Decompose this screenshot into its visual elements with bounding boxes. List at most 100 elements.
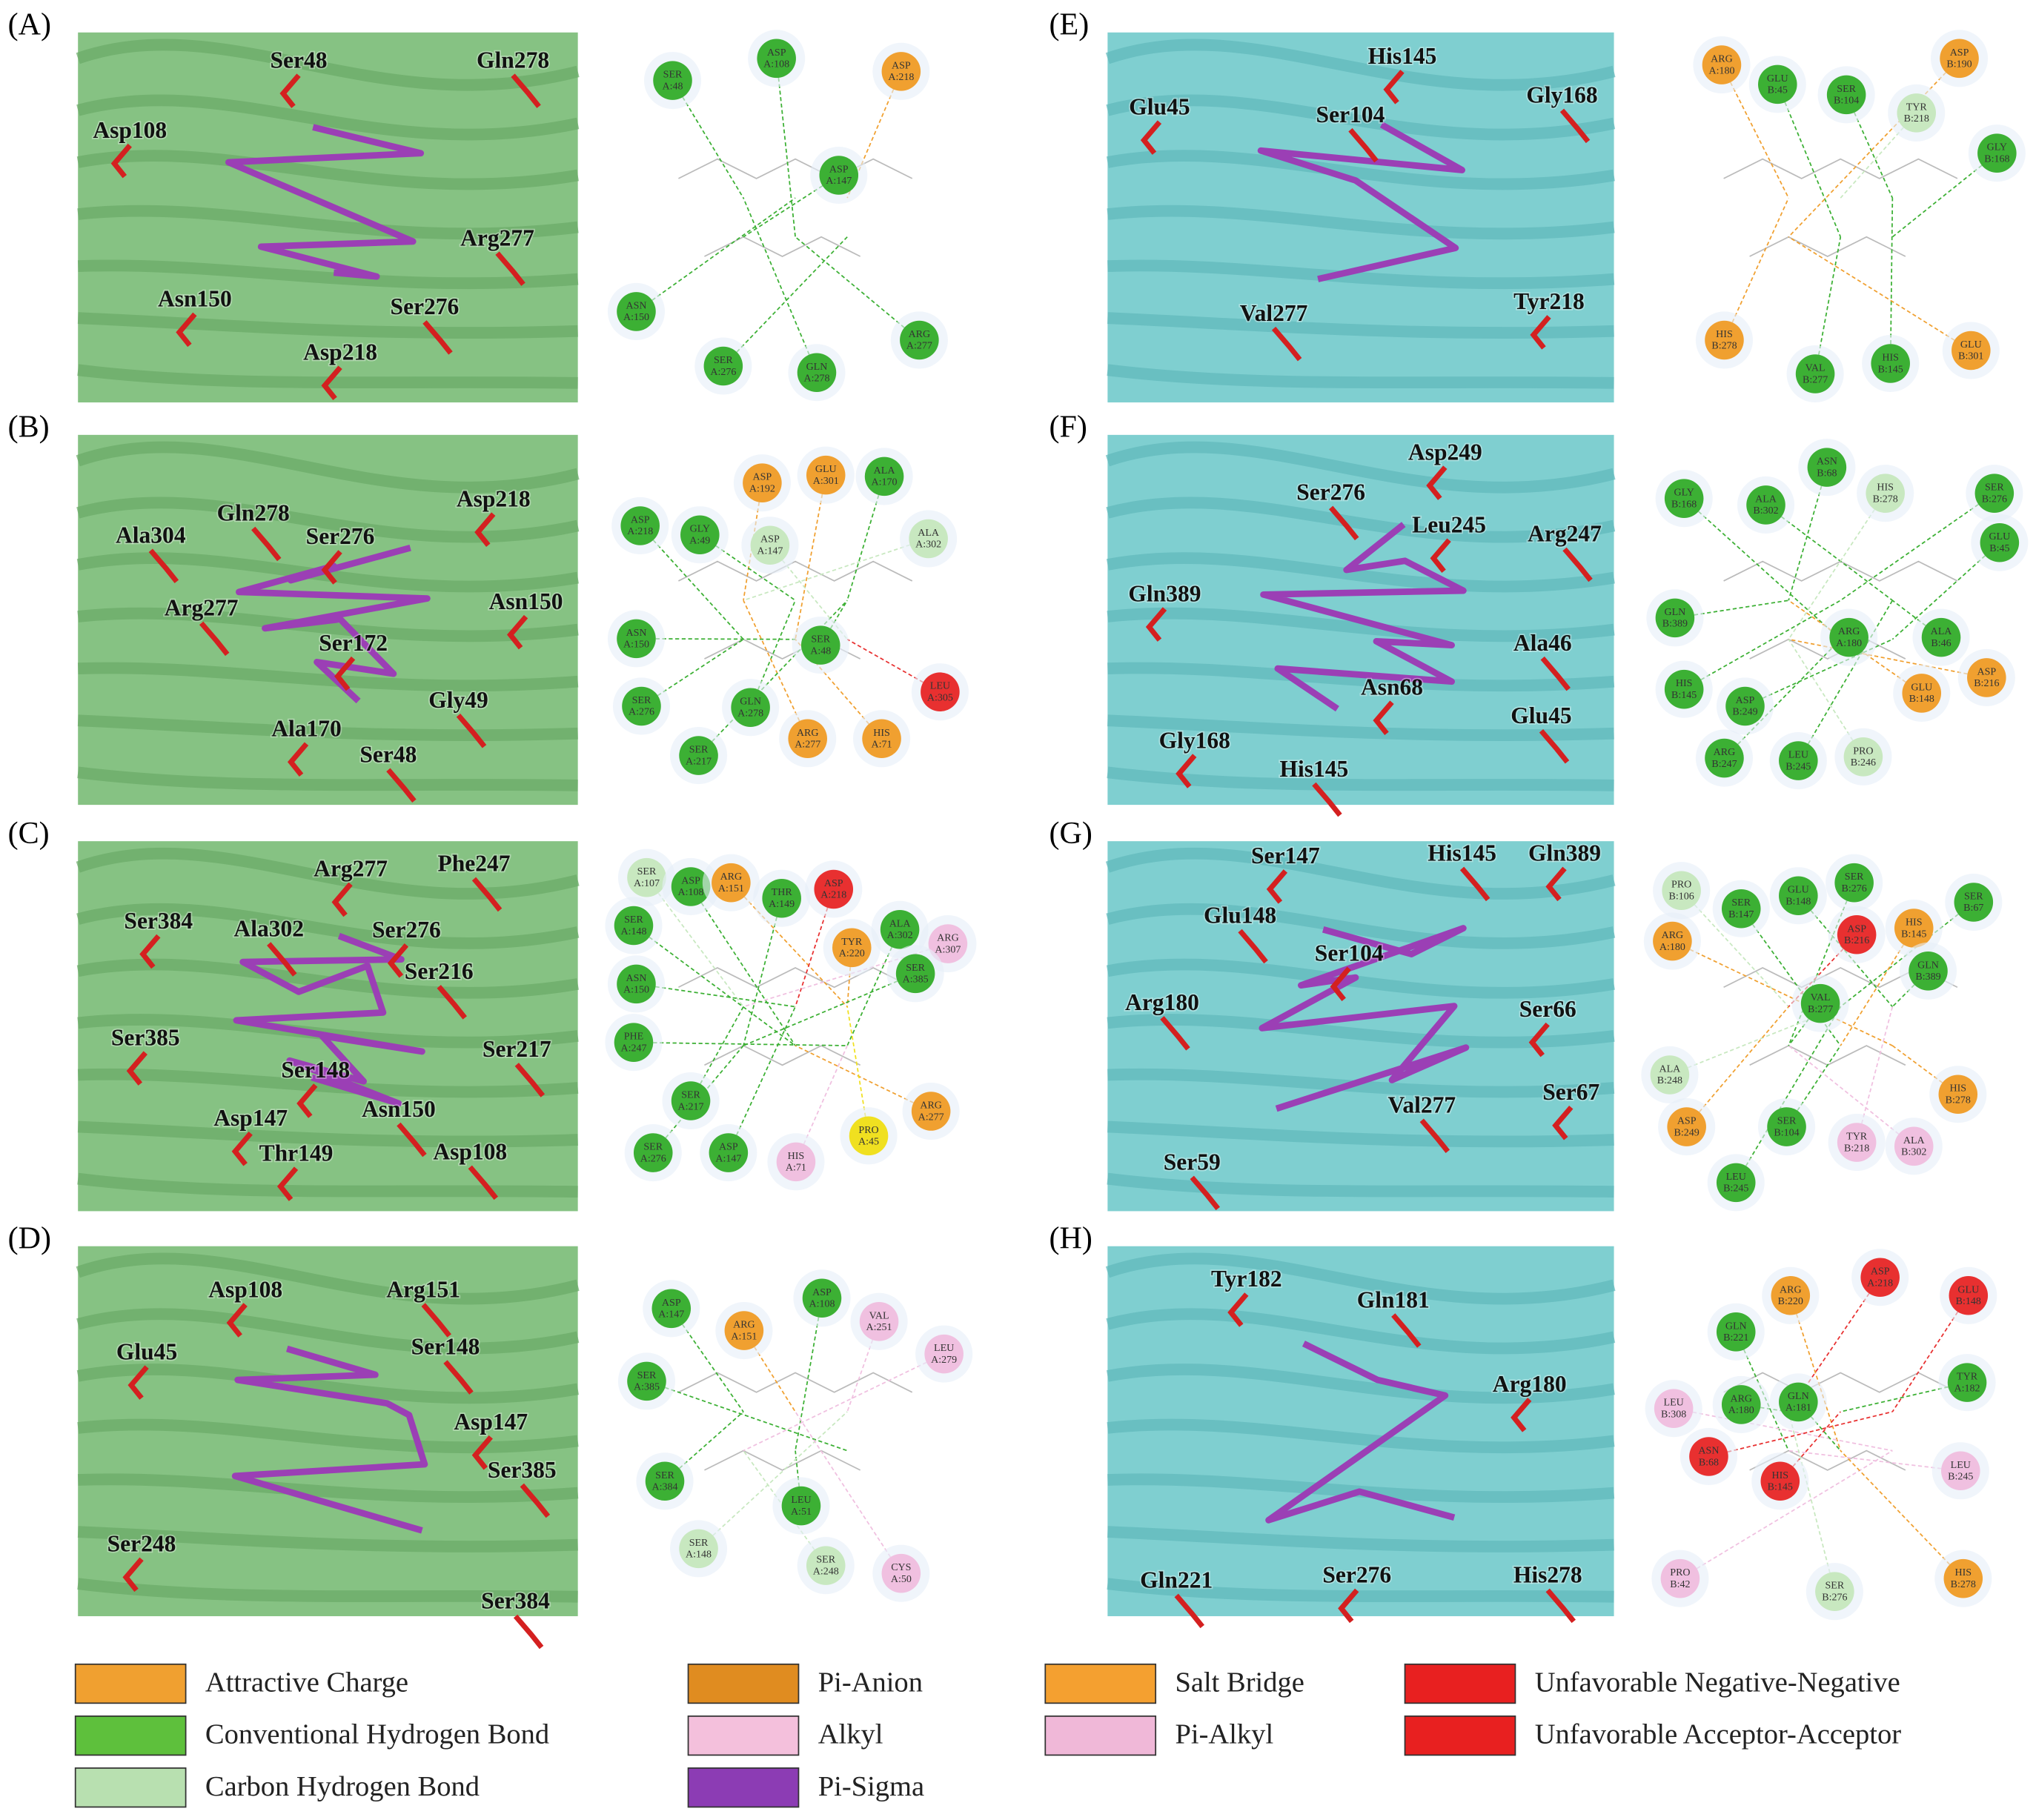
ribbon xyxy=(1107,607,1615,642)
residue-name: LEU xyxy=(1726,1172,1746,1183)
residue-label: Asn150 xyxy=(362,1096,436,1122)
residue-name: ARG xyxy=(733,1320,755,1331)
residue-label: Leu245 xyxy=(1412,511,1486,537)
residue-node-label: HIS B:278 xyxy=(1711,329,1737,352)
residue-node xyxy=(653,61,692,100)
residue-site: A:147 xyxy=(757,546,783,557)
residue-node xyxy=(1837,1123,1877,1162)
residue-site: A:45 xyxy=(858,1137,879,1148)
residue-node-label: VAL A:251 xyxy=(866,1311,892,1334)
residue-name: HIS xyxy=(788,1151,805,1162)
residue-label: Gln389 xyxy=(1128,580,1201,606)
interaction-line xyxy=(1788,493,1886,640)
residue-site: A:218 xyxy=(820,890,846,901)
residue-label: His145 xyxy=(1368,43,1437,69)
residue-node-label: ALA B:302 xyxy=(1901,1135,1926,1158)
residue-node xyxy=(671,1081,711,1120)
residue-stick xyxy=(279,73,301,108)
residue-site: B:145 xyxy=(1878,364,1903,375)
residue-site: B:147 xyxy=(1728,909,1754,920)
residue-site: A:108 xyxy=(809,1299,835,1310)
residue-site: A:384 xyxy=(652,1482,678,1493)
residue-node-label: SER B:147 xyxy=(1728,897,1754,920)
ribbon xyxy=(1107,1526,1614,1552)
residue-name: GLN xyxy=(806,362,828,373)
residue-node-label: ASP A:147 xyxy=(757,534,783,557)
interaction-line xyxy=(1683,600,1841,690)
residue-label: Ser66 xyxy=(1519,996,1576,1022)
residue-label: Val277 xyxy=(1387,1092,1456,1118)
residue-node-label: ASP A:218 xyxy=(1867,1266,1893,1289)
residue-site: A:276 xyxy=(629,707,654,718)
residue-label: Arg277 xyxy=(460,225,534,250)
residue-label: Phe247 xyxy=(437,851,510,877)
ribbon xyxy=(76,496,580,543)
residue-name: ARG xyxy=(1662,930,1684,941)
residue-node xyxy=(1894,1126,1934,1166)
residue-name: SER xyxy=(637,1370,657,1381)
residue-site: B:145 xyxy=(1901,929,1926,940)
residue-stick xyxy=(387,943,409,978)
residue-node-label: LEU A:279 xyxy=(931,1343,957,1366)
residue-stick xyxy=(148,548,179,583)
residue-stick xyxy=(296,1083,318,1118)
residue-node-label: SER B:67 xyxy=(1963,891,1983,914)
residue-site: B:216 xyxy=(1844,935,1869,946)
residue-name: GLU xyxy=(1960,339,1982,351)
residue-name: GLN xyxy=(1665,607,1686,618)
residue-stick xyxy=(122,1557,144,1592)
residue-site: A:218 xyxy=(888,72,914,83)
residue-node xyxy=(1909,951,1948,991)
residue-node-label: ARG A:277 xyxy=(906,329,932,352)
residue-name: ALA xyxy=(918,528,940,539)
residue-node xyxy=(819,156,859,195)
residue-label: Asn150 xyxy=(489,588,563,614)
residue-stick xyxy=(1140,120,1162,155)
interaction-line xyxy=(690,1006,744,1101)
legend-swatch xyxy=(74,1767,187,1808)
residue-site: B:276 xyxy=(1822,1592,1847,1604)
residue-site: B:106 xyxy=(1669,891,1694,903)
residue-name: ARG xyxy=(720,871,743,883)
residue-stick xyxy=(1539,728,1570,764)
residue-node xyxy=(928,924,968,963)
ribbon xyxy=(76,39,580,91)
residue-stick xyxy=(386,768,417,803)
residue-stick xyxy=(1338,1588,1359,1624)
residue-stick xyxy=(334,656,356,691)
ribbon xyxy=(1106,1308,1616,1355)
residue-label: Ser384 xyxy=(124,908,193,934)
legend-label: Pi-Sigma xyxy=(818,1771,924,1802)
residue-label: Ser276 xyxy=(1322,1562,1391,1588)
residue-site: B:168 xyxy=(1984,154,2009,165)
residue-stick xyxy=(1391,1313,1422,1348)
ribbon xyxy=(76,94,580,141)
panel-label: (A) xyxy=(8,7,51,41)
residue-name: GLN xyxy=(740,697,761,708)
residue-stick xyxy=(176,312,197,348)
residue-node-label: ALA A:302 xyxy=(915,528,941,551)
residue-node-label: ARG B:247 xyxy=(1711,747,1737,770)
residue-name: ARG xyxy=(1711,54,1733,65)
residue-node-label: ASP A:218 xyxy=(888,61,914,84)
residue-name: HIS xyxy=(1882,353,1899,364)
residue-label: Asn68 xyxy=(1361,674,1423,700)
residue-node xyxy=(620,506,660,545)
residue-node xyxy=(614,1023,654,1062)
residue-node xyxy=(781,1486,821,1526)
residue-name: SER xyxy=(624,914,643,926)
residue-node-label: ALA B:302 xyxy=(1753,494,1778,517)
residue-name: ASN xyxy=(626,973,646,984)
residue-site: A:251 xyxy=(866,1322,892,1333)
interaction-line xyxy=(1708,1411,1893,1458)
residue-name: HIS xyxy=(1906,917,1923,929)
ribbon xyxy=(77,714,578,742)
residue-node xyxy=(617,292,656,331)
panel: (E) His145 Gly168 Glu45 Ser104 Tyr218 Val277 AR… xyxy=(1049,7,2026,403)
residue-node xyxy=(1815,1572,1854,1611)
residue-node-label: SER A:217 xyxy=(678,1090,704,1113)
residue-site: A:108 xyxy=(678,887,704,898)
residue-node xyxy=(671,867,711,906)
residue-name: ARG xyxy=(920,1100,942,1112)
residue-name: ARG xyxy=(909,329,931,340)
